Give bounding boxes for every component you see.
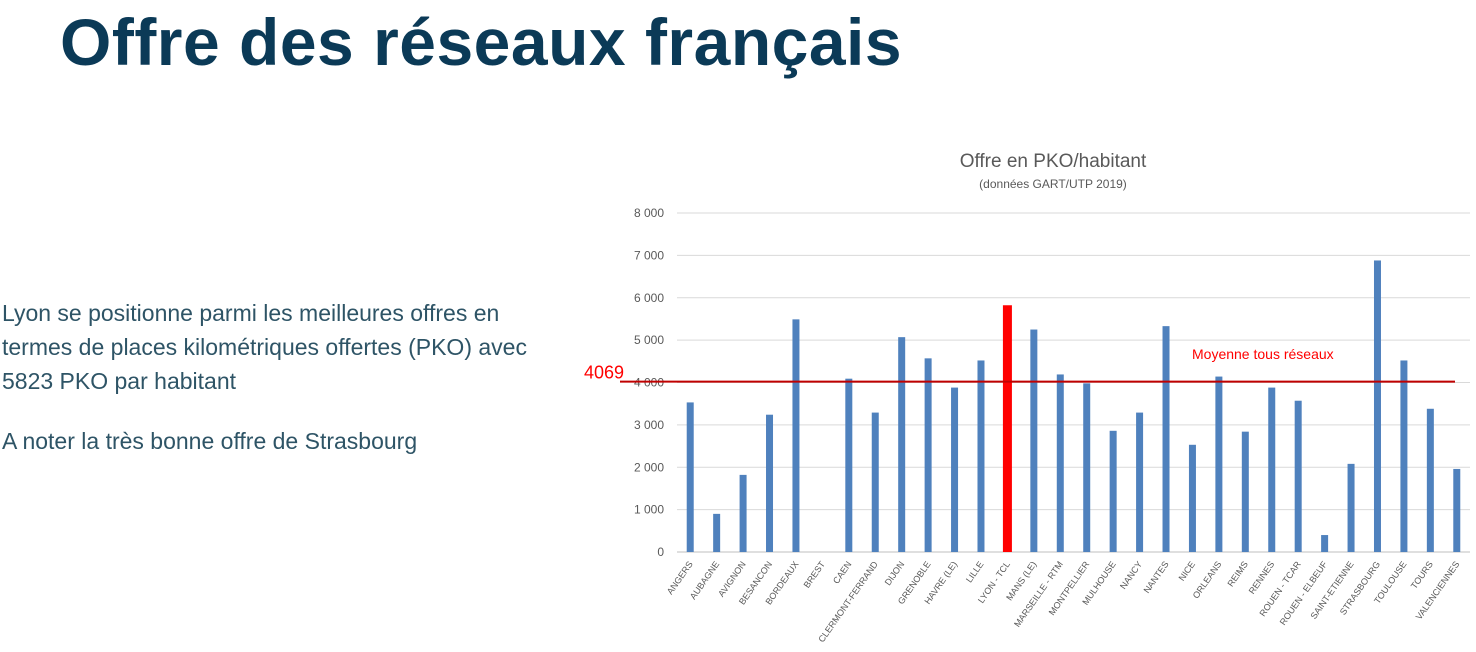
bar [792,319,800,552]
average-value-label: 4069 [584,363,624,383]
bar [871,412,879,552]
bar [1056,374,1064,552]
strasbourg-note-text: A noter la très bonne offre de Strasbour… [2,428,418,454]
x-category-label: DIJON [883,559,907,587]
y-tick-label: 2 000 [634,460,664,474]
x-category-label: BREST [802,559,828,590]
bar [713,513,721,552]
y-tick-label: 3 000 [634,418,664,432]
bar [766,414,774,552]
x-category-label: CAEN [831,559,854,585]
bar [1347,463,1355,552]
chart-title: Offre en PKO/habitant [960,151,1147,172]
x-category-label: NANCY [1118,559,1144,591]
bar [686,402,694,552]
bar [1188,444,1196,552]
bar [1162,326,1170,552]
bar [924,358,932,552]
slide-title: Offre des réseaux français [60,5,903,79]
bar [1215,376,1223,552]
bar [1453,468,1461,552]
bar [1321,535,1329,552]
y-tick-label: 7 000 [634,248,664,262]
bar [1083,383,1091,552]
y-tick-label: 1 000 [634,503,664,517]
bar [739,474,747,552]
bar [977,360,985,552]
y-tick-label: 6 000 [634,291,664,305]
x-category-label: MARSEILLE - RTM [1012,559,1065,629]
bar [1268,387,1276,552]
bar [1030,329,1038,552]
bar [1400,360,1408,552]
bar [898,337,906,552]
bar [1241,431,1249,552]
bar [951,387,959,552]
bar [1136,412,1144,552]
bar [1294,400,1302,552]
x-category-label: ROUEN - ELBEUF [1278,559,1330,627]
bar [845,378,853,552]
x-category-label: LILLE [964,559,986,584]
average-line-label: Moyenne tous réseaux [1192,346,1334,362]
lyon-summary-text: Lyon se positionne parmi les meilleures … [2,300,527,394]
chart-subtitle: (données GART/UTP 2019) [979,177,1127,191]
bar [1373,260,1381,552]
y-tick-label: 5 000 [634,333,664,347]
bar [1109,430,1117,552]
x-category-label: REIMS [1225,559,1250,588]
y-tick-label: 8 000 [634,206,664,220]
x-category-label: NANTES [1142,559,1171,595]
x-category-label: NICE [1177,559,1198,582]
x-category-label: TOURS [1409,559,1435,590]
y-tick-label: 0 [657,545,664,559]
bar [1426,408,1434,552]
bar-highlight [1002,305,1012,552]
